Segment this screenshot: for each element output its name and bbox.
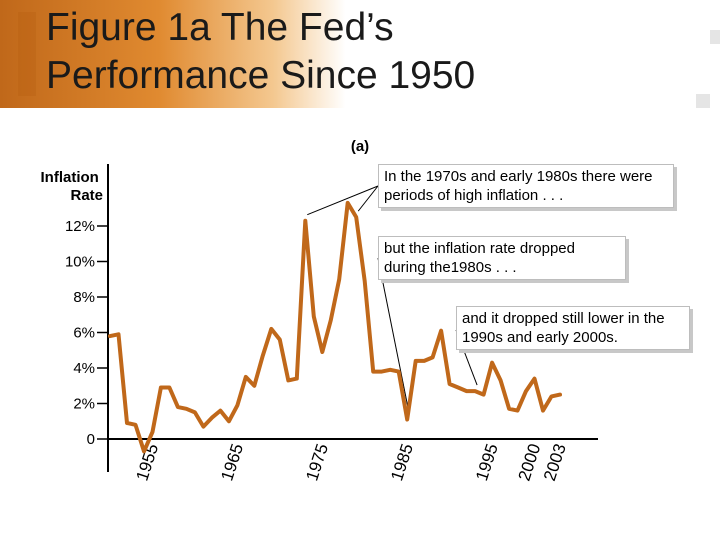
deco-square (696, 94, 710, 108)
y-tick-label: 8% (73, 289, 95, 306)
y-tick-label: 10% (65, 254, 95, 271)
x-tick-label: 1995 (472, 441, 502, 483)
y-tick-label: 12% (65, 218, 95, 235)
slide-title-line-2: Performance Since 1950 (46, 54, 476, 97)
y-axis-label: Inflation Rate (41, 169, 104, 204)
annotation-dropped-1980s: but the inflation rate dropped during th… (378, 236, 626, 280)
x-tick-label: 1985 (387, 441, 417, 483)
slide-title-line-1: Figure 1a The Fed’s (46, 6, 394, 49)
annotation-leader-line (307, 185, 379, 216)
x-tick-label: 1975 (302, 441, 332, 483)
inflation-series-line (108, 200, 562, 454)
annotation-leader-line (377, 257, 410, 414)
panel-label: (a) (351, 138, 369, 155)
y-tick-label: 0 (87, 431, 95, 448)
annotation-high-inflation: In the 1970s and early 1980s there were … (378, 164, 674, 208)
slide-title: Figure 1a The Fed’s Performance Since 19… (46, 4, 606, 100)
y-axis-label-line: Rate (70, 187, 103, 204)
y-tick-label: 2% (73, 396, 95, 413)
annotation-dropped-1990s: and it dropped still lower in the 1990s … (456, 306, 690, 350)
y-axis-label-line: Inflation (41, 169, 99, 186)
x-tick-label: 1965 (217, 441, 247, 483)
x-tick-label: 2003 (540, 441, 570, 483)
deco-square (710, 30, 720, 44)
annotation-leader-line (357, 185, 379, 212)
title-accent-square (18, 12, 36, 96)
title-band (0, 0, 720, 108)
y-tick-label: 4% (73, 360, 95, 377)
y-tick-label: 6% (73, 325, 95, 342)
